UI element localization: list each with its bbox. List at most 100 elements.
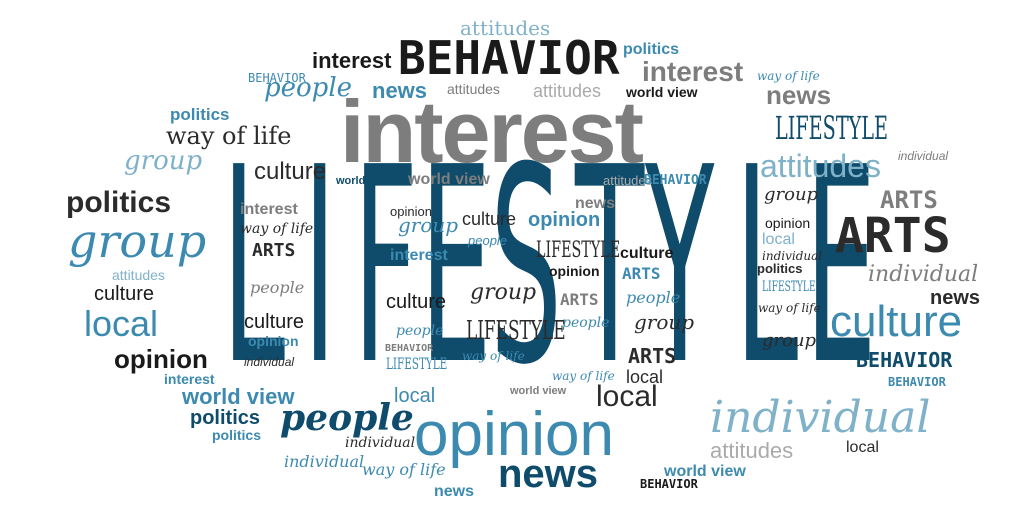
cloud-word: group: [634, 310, 695, 334]
cloud-word: culture: [620, 245, 674, 262]
cloud-word: world view: [664, 463, 746, 480]
cloud-word: opinion: [549, 263, 600, 279]
cloud-word: ARTS: [880, 186, 938, 214]
cloud-word: people: [250, 278, 305, 297]
cloud-word: opinion: [248, 333, 299, 349]
cloud-word: LIFESTYLE: [386, 354, 448, 373]
cloud-word: local: [596, 380, 658, 413]
headline-letter: L: [735, 109, 799, 424]
cloud-word: individual: [710, 392, 931, 443]
cloud-word: BEHAVIOR: [856, 348, 953, 372]
cloud-word: culture: [462, 209, 517, 229]
cloud-word: opinion: [414, 400, 614, 469]
cloud-word: way of life: [552, 369, 615, 383]
cloud-word: way of life: [758, 301, 821, 315]
cloud-word: interest: [390, 247, 448, 264]
cloud-word: group: [124, 146, 203, 176]
cloud-word: local: [626, 367, 664, 387]
cloud-word: politics: [190, 407, 261, 429]
cloud-word: attitudes: [603, 173, 653, 188]
cloud-word: ARTS: [252, 240, 296, 261]
cloud-word: BEHAVIOR: [398, 31, 620, 85]
cloud-word: group: [470, 280, 537, 305]
cloud-word: world view: [182, 384, 295, 409]
cloud-word: local: [394, 385, 436, 407]
cloud-word: culture: [830, 297, 963, 346]
cloud-word: opinion: [528, 209, 601, 231]
cloud-word: group: [398, 213, 459, 237]
cloud-word: world view: [626, 84, 698, 100]
cloud-word: individual: [244, 355, 295, 369]
headline-letter: F: [353, 109, 419, 424]
cloud-word: interest: [240, 201, 298, 218]
cloud-word: culture: [94, 283, 155, 305]
cloud-word: way of life: [362, 460, 446, 479]
cloud-word: culture: [244, 311, 305, 333]
cloud-word: news: [372, 78, 428, 103]
cloud-word: news: [434, 483, 475, 500]
cloud-word: opinion: [765, 215, 811, 231]
headline-letter: E: [420, 109, 492, 424]
cloud-word: individual: [345, 435, 416, 451]
cloud-word: world view: [336, 175, 393, 187]
cloud-word: individual: [868, 262, 979, 287]
cloud-word: culture: [254, 158, 327, 185]
cloud-word: way of life: [166, 122, 292, 150]
cloud-word: BEHAVIOR: [888, 375, 946, 389]
cloud-word: way of life: [462, 349, 525, 363]
cloud-word: interest: [312, 48, 392, 73]
cloud-word: ARTS: [622, 264, 661, 283]
cloud-word: culture: [386, 291, 447, 313]
cloud-word: individual: [898, 149, 949, 163]
cloud-word: individual: [762, 249, 823, 263]
cloud-word: ARTS: [835, 208, 951, 264]
cloud-word: group: [68, 214, 207, 268]
cloud-word: politics: [212, 427, 262, 443]
cloud-word: politics: [757, 261, 803, 276]
cloud-word: world view: [510, 385, 567, 397]
headline-letter: S: [490, 109, 562, 424]
cloud-word: LIFESTYLE: [775, 109, 889, 147]
cloud-word: news: [498, 452, 599, 496]
cloud-word: attitudes: [533, 81, 602, 101]
cloud-word: opinion: [390, 204, 432, 219]
cloud-word: attitudes: [112, 267, 165, 283]
cloud-word: people: [562, 315, 610, 331]
cloud-word: news: [766, 80, 832, 110]
cloud-word: people: [280, 397, 414, 439]
cloud-word: group: [762, 330, 817, 351]
cloud-word: BEHAVIOR: [385, 343, 434, 354]
cloud-word: way of life: [240, 221, 314, 237]
cloud-word: BEHAVIOR: [644, 173, 707, 188]
cloud-word: attitudes: [460, 16, 551, 40]
headline-letter: T: [575, 109, 645, 424]
cloud-word: people: [468, 233, 508, 248]
cloud-word: attitudes: [710, 438, 794, 463]
cloud-word: attitudes: [447, 81, 500, 97]
cloud-word: local: [84, 303, 159, 344]
cloud-word: BEHAVIOR: [640, 477, 698, 491]
cloud-word: ARTS: [628, 344, 677, 368]
cloud-word: attitudes: [760, 148, 881, 184]
cloud-word: BEHAVIOR: [248, 71, 306, 85]
headline-letter: I: [303, 109, 337, 424]
cloud-word: news: [930, 287, 981, 309]
cloud-word: interest: [164, 371, 215, 387]
cloud-word: way of life: [757, 69, 820, 83]
headline-letter: E: [805, 109, 877, 424]
cloud-word: individual: [284, 452, 365, 471]
cloud-word: LIFESTYLE: [466, 316, 566, 346]
cloud-word: group: [764, 184, 819, 205]
headline-letter: Y: [645, 109, 715, 424]
cloud-word: local: [762, 231, 795, 248]
cloud-word: local: [846, 439, 879, 456]
cloud-word: news: [575, 195, 616, 212]
cloud-word: opinion: [114, 344, 208, 374]
cloud-word: people: [264, 73, 353, 103]
cloud-word: people: [626, 288, 681, 307]
cloud-word: politics: [170, 105, 230, 124]
cloud-word: people: [396, 323, 444, 339]
cloud-word: interest: [642, 56, 744, 87]
cloud-word: ARTS: [560, 290, 599, 309]
